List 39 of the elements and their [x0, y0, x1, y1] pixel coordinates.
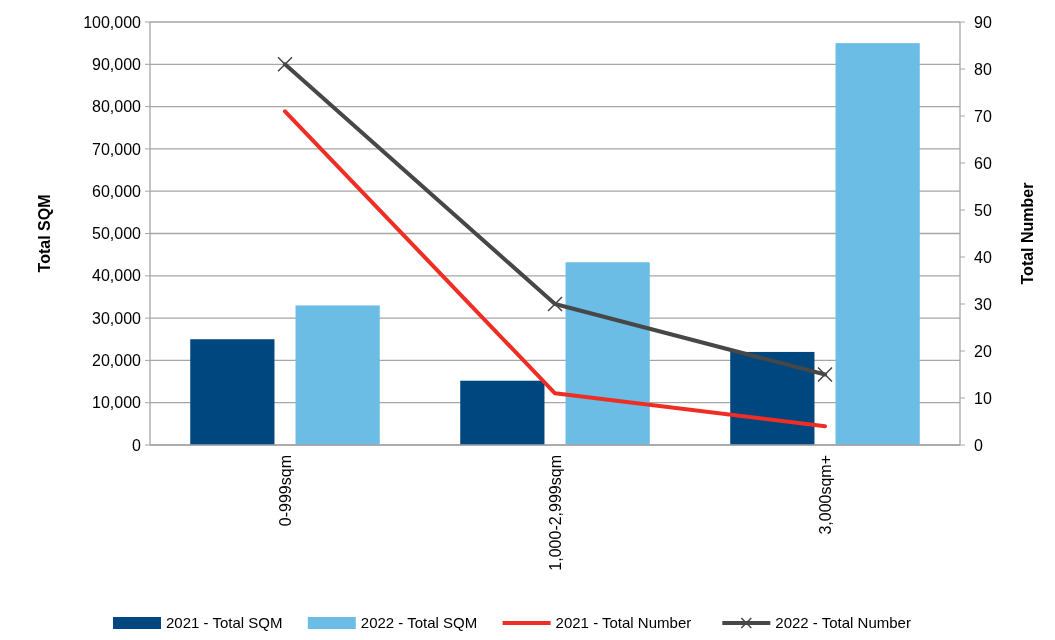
legend-label: 2022 - Total SQM [360, 614, 478, 631]
point [547, 296, 563, 312]
y2-tick-label: 10 [974, 389, 992, 407]
y-tick-label: 80,000 [92, 98, 142, 116]
y2-tick-label: 30 [974, 295, 992, 313]
bar [730, 351, 815, 445]
y2-tick-label: 70 [974, 107, 992, 125]
y2-tick-label: 90 [974, 13, 992, 31]
y-tick-label: 100,000 [83, 13, 142, 31]
y-tick-label: 90,000 [92, 55, 142, 73]
y2-tick-label: 40 [974, 248, 992, 266]
y-tick-label: 30,000 [92, 309, 142, 327]
y-tick-label: 40,000 [92, 267, 142, 285]
y-axis-title: Total SQM [36, 194, 53, 273]
y2-tick-label: 80 [974, 60, 992, 78]
y-tick-label: 60,000 [92, 182, 142, 200]
y2-tick-label: 50 [974, 201, 992, 219]
y-tick-label: 0 [132, 436, 142, 454]
bar [460, 380, 545, 445]
bar [295, 305, 380, 445]
x-tick-label: 3,000sqm+ [816, 455, 834, 535]
bar [565, 262, 650, 445]
y-tick-label: 10,000 [92, 394, 142, 412]
y-tick-label: 70,000 [92, 140, 142, 158]
y2-tick-label: 60 [974, 154, 992, 172]
y2-axis-title: Total Number [1019, 182, 1036, 285]
y2-tick-label: 20 [974, 342, 992, 360]
point [277, 56, 293, 73]
y-tick-label: 20,000 [92, 352, 142, 369]
bar [835, 43, 920, 445]
x-tick-label: 1,000-2,999sqm [546, 455, 564, 571]
legend-label: 2022 - Total Number [775, 614, 911, 631]
legend-label: 2021 - Total SQM [166, 614, 283, 631]
point [817, 366, 833, 383]
bar [190, 339, 275, 445]
y-tick-label: 50,000 [92, 225, 142, 243]
x-tick-label: 0-999sqm [276, 455, 294, 527]
legend-label: 2021 - Total Number [555, 614, 692, 631]
y2-tick-label: 0 [974, 436, 983, 454]
